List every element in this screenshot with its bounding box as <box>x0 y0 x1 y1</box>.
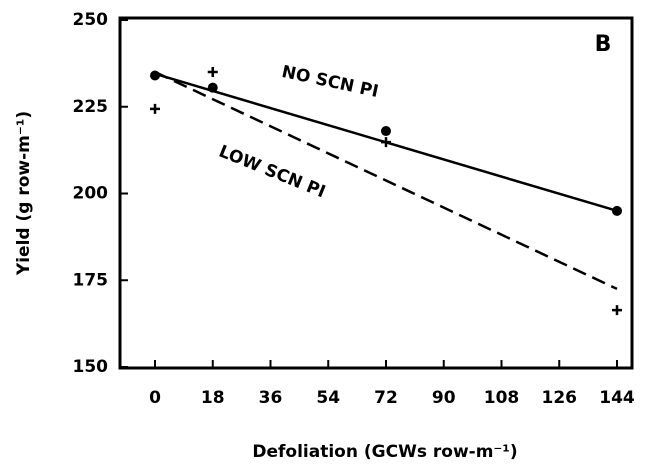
x-tick-label: 0 <box>149 388 161 408</box>
point <box>207 82 218 93</box>
x-tick-label: 18 <box>201 388 225 408</box>
y-tick-label: 200 <box>73 184 109 204</box>
point <box>612 205 622 216</box>
panel-label: B <box>595 32 612 57</box>
x-tick-label: 54 <box>316 388 340 408</box>
fit-line <box>154 70 618 291</box>
x-tick-label: 144 <box>599 388 635 408</box>
x-tick-label: 126 <box>542 388 578 408</box>
series-annotation: LOW SCN PI <box>216 142 328 203</box>
x-tick-label: 36 <box>259 388 283 408</box>
point <box>150 103 160 114</box>
point <box>207 67 218 78</box>
y-tick-label: 250 <box>73 10 109 30</box>
y-tick-label: 175 <box>73 270 109 290</box>
series-annotation: NO SCN PI <box>280 62 380 102</box>
point <box>612 305 622 316</box>
point <box>381 137 391 148</box>
y-tick-label: 150 <box>73 357 109 377</box>
x-tick-label: 108 <box>484 388 520 408</box>
y-tick-label: 225 <box>73 97 109 117</box>
x-tick-label: 72 <box>374 388 398 408</box>
y-axis-label: Yield (g row-m⁻¹) <box>14 111 34 276</box>
point <box>150 70 160 81</box>
point <box>381 126 391 137</box>
x-axis-label: Defoliation (GCWs row-m⁻¹) <box>252 442 517 462</box>
x-tick-label: 90 <box>432 388 456 408</box>
